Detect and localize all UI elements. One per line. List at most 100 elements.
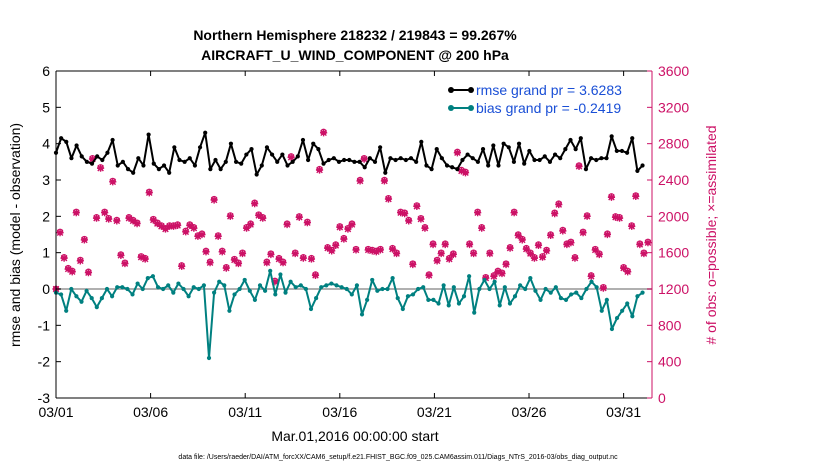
y-left-tick-label: -3 bbox=[38, 390, 51, 406]
bias-point bbox=[115, 285, 120, 290]
obs-assimilated-point bbox=[607, 193, 616, 201]
rmse-point bbox=[372, 159, 378, 164]
obs-assimilated-point bbox=[105, 215, 113, 223]
rmse-point bbox=[604, 156, 609, 161]
obs-assimilated-point bbox=[92, 214, 101, 222]
obs-assimilated-point bbox=[125, 214, 133, 222]
rmse-point bbox=[455, 167, 460, 172]
obs-assimilated-point bbox=[267, 250, 275, 259]
obs-assimilated-point bbox=[498, 269, 506, 278]
rmse-point bbox=[239, 161, 244, 166]
bias-point bbox=[186, 294, 191, 299]
obs-assimilated-point bbox=[332, 241, 340, 249]
obs-assimilated-point bbox=[417, 215, 425, 223]
rmse-point bbox=[625, 150, 630, 155]
rmse-point bbox=[131, 170, 136, 175]
bias-point bbox=[329, 281, 334, 286]
bias-point bbox=[64, 308, 69, 313]
rmse-point bbox=[290, 159, 295, 164]
obs-assimilated-point bbox=[599, 284, 607, 292]
obs-assimilated-point bbox=[165, 222, 174, 230]
obs-assimilated-point bbox=[636, 240, 644, 249]
obs-assimilated-point bbox=[178, 262, 186, 270]
rmse-point bbox=[532, 157, 537, 163]
bias-point bbox=[390, 276, 395, 281]
obs-assimilated-point bbox=[283, 220, 291, 229]
rmse-point bbox=[342, 157, 347, 163]
y-right-tick-label: 800 bbox=[658, 317, 682, 333]
bias-point bbox=[110, 294, 115, 299]
rmse-point bbox=[429, 167, 434, 172]
bias-point bbox=[314, 295, 319, 301]
rmse-point bbox=[300, 137, 306, 143]
x-tick-label: 03/21 bbox=[417, 404, 452, 420]
obs-assimilated-point bbox=[186, 221, 194, 230]
obs-assimilated-point bbox=[218, 248, 226, 256]
bias-point bbox=[451, 285, 456, 290]
obs-assimilated-point bbox=[336, 223, 344, 231]
obs-assimilated-point bbox=[348, 220, 356, 229]
bias-point bbox=[584, 286, 589, 292]
bias-point bbox=[456, 301, 462, 306]
bias-point bbox=[528, 276, 533, 281]
rmse-point bbox=[635, 168, 640, 174]
obs-assimilated-point bbox=[453, 149, 461, 157]
obs-assimilated-point bbox=[368, 247, 376, 255]
rmse-point bbox=[599, 156, 604, 161]
y-axis-left-label: rmse and bias (model - observation) bbox=[7, 123, 23, 347]
obs-assimilated-point bbox=[461, 169, 470, 177]
bias-point bbox=[303, 286, 309, 292]
obs-assimilated-point bbox=[449, 250, 457, 259]
bias-point bbox=[171, 290, 176, 295]
y-axis-right-label: # of obs: o=possible; ×=assimilated bbox=[703, 125, 719, 344]
bias-point bbox=[614, 315, 620, 321]
rmse-point bbox=[470, 156, 475, 161]
obs-assimilated-point bbox=[206, 259, 214, 267]
rmse-point bbox=[403, 157, 408, 163]
bias-point bbox=[487, 286, 492, 292]
bias-point bbox=[630, 314, 635, 319]
bias-point bbox=[446, 303, 451, 308]
bias-point bbox=[288, 279, 293, 284]
y-right-tick-label: 3600 bbox=[658, 63, 689, 79]
bias-point bbox=[569, 292, 574, 297]
obs-assimilated-point bbox=[226, 212, 234, 220]
bias-point bbox=[308, 306, 314, 312]
obs-assimilated-point bbox=[255, 211, 263, 220]
rmse-point bbox=[630, 136, 635, 141]
rmse-point bbox=[614, 148, 619, 154]
bias-point bbox=[344, 286, 349, 292]
obs-assimilated-point bbox=[401, 210, 409, 218]
obs-assimilated-point bbox=[587, 272, 595, 280]
rmse-point bbox=[434, 147, 439, 152]
bias-point bbox=[125, 286, 130, 292]
y-right-tick-label: 1600 bbox=[658, 245, 689, 261]
y-left-tick-label: -1 bbox=[38, 317, 51, 333]
rmse-point bbox=[213, 157, 218, 163]
bias-point bbox=[319, 285, 324, 290]
rmse-point bbox=[151, 161, 156, 166]
bias-point bbox=[553, 285, 558, 290]
rmse-point bbox=[367, 156, 372, 161]
obs-assimilated-point bbox=[413, 202, 421, 210]
rmse-point bbox=[347, 157, 352, 163]
rmse-point bbox=[105, 150, 110, 155]
obs-assimilated-point bbox=[409, 260, 417, 269]
obs-assimilated-point bbox=[190, 224, 198, 232]
rmse-point bbox=[269, 152, 275, 157]
rmse-point bbox=[609, 134, 614, 139]
bias-point bbox=[339, 285, 344, 290]
legend-rmse-marker-1 bbox=[448, 87, 454, 93]
obs-assimilated-point bbox=[530, 254, 539, 262]
obs-assimilated-point bbox=[303, 219, 311, 227]
rmse-point bbox=[573, 147, 578, 152]
y-left-tick-label: -2 bbox=[38, 354, 51, 370]
obs-assimilated-point bbox=[299, 254, 307, 262]
legend-bias-marker-2 bbox=[468, 105, 474, 111]
obs-assimilated-point bbox=[340, 235, 348, 243]
legend-rmse-text: rmse grand pr = 3.6283 bbox=[476, 82, 622, 98]
x-axis-label: Mar.01,2016 00:00:00 start bbox=[271, 428, 438, 444]
rmse-point bbox=[439, 156, 444, 161]
rmse-point bbox=[450, 165, 455, 170]
obs-assimilated-point bbox=[198, 230, 206, 239]
